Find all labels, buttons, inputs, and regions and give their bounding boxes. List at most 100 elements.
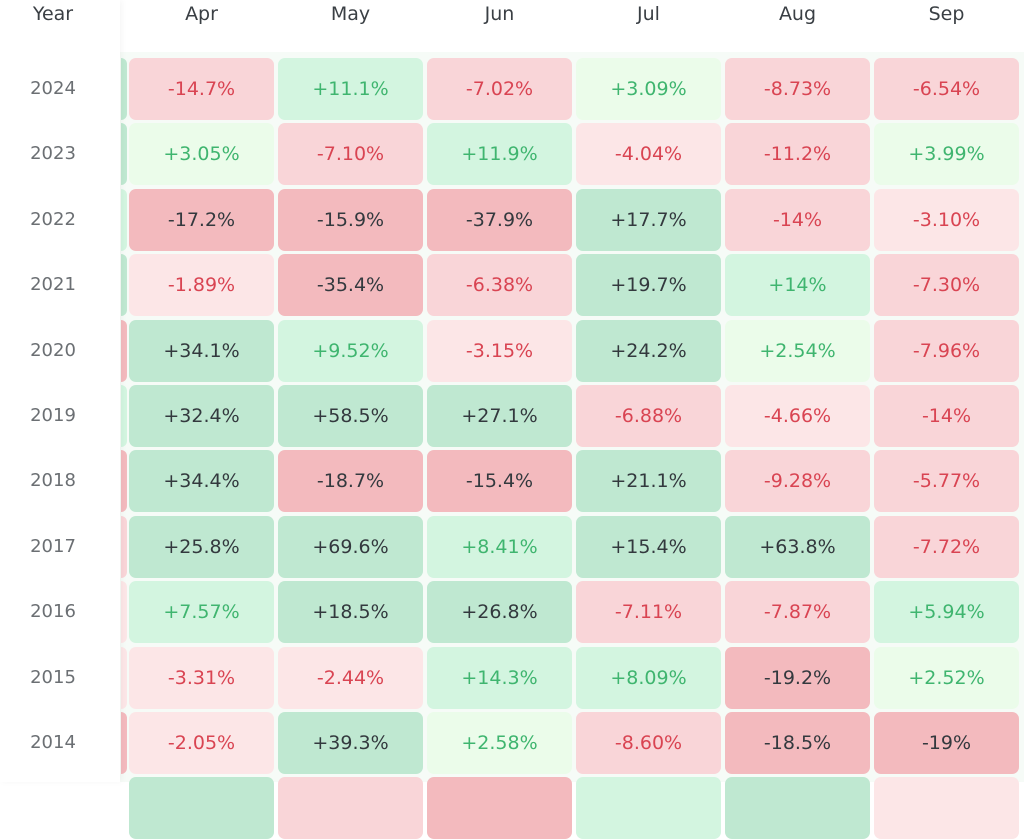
heatmap-cell: +8.09% (576, 646, 721, 709)
column-header-may: May (330, 3, 371, 25)
year-label: 2020 (30, 339, 76, 361)
heatmap-cell: +2.52% (874, 646, 1019, 709)
heatmap-cell: +5.94% (874, 581, 1019, 644)
column-header-jun: Jun (484, 3, 515, 25)
heatmap-cell: +58.5% (278, 385, 423, 447)
heatmap-cell: -6.38% (427, 254, 572, 317)
heatmap-cell-partial (129, 777, 274, 839)
heatmap-cell: +18.5% (278, 581, 423, 644)
heatmap-cell: -6.88% (576, 385, 721, 447)
heatmap-cell: +32.4% (129, 385, 274, 447)
previous-column-cell (121, 515, 127, 578)
heatmap-cell: +11.9% (427, 123, 572, 186)
year-label: 2015 (30, 666, 76, 688)
year-label: 2022 (30, 208, 76, 230)
heatmap-cell: -14% (725, 188, 870, 251)
year-label: 2023 (30, 143, 76, 165)
heatmap-cell: -37.9% (427, 188, 572, 251)
heatmap-cell-partial (427, 777, 572, 839)
heatmap-cell: +3.05% (129, 123, 274, 186)
heatmap-cell: -2.44% (278, 646, 423, 709)
heatmap-cell: -9.28% (725, 450, 870, 513)
heatmap-cell: -19.2% (725, 646, 870, 709)
heatmap-cell: -14% (874, 385, 1019, 447)
column-header-jul: Jul (637, 3, 660, 25)
heatmap-cell: -11.2% (725, 123, 870, 186)
year-label: 2018 (30, 470, 76, 492)
year-label: 2024 (30, 78, 76, 99)
heatmap-cell: -15.4% (427, 450, 572, 513)
heatmap-cell: +14.3% (427, 646, 572, 709)
column-header-sep: Sep (928, 3, 965, 25)
previous-column-cell (121, 123, 127, 186)
heatmap-cell: +15.4% (576, 515, 721, 578)
previous-column-cell (121, 385, 127, 447)
heatmap-cell: -35.4% (278, 254, 423, 317)
heatmap-cell: -18.5% (725, 712, 870, 774)
heatmap-cell: -7.87% (725, 581, 870, 644)
heatmap-cell: -7.30% (874, 254, 1019, 317)
previous-column-cell (121, 712, 127, 774)
heatmap-cell: +7.57% (129, 581, 274, 644)
heatmap-cell: -3.15% (427, 319, 572, 382)
heatmap-cell: +2.58% (427, 712, 572, 774)
heatmap-cell: -7.02% (427, 58, 572, 120)
year-label: 2014 (30, 732, 76, 753)
heatmap-cell: +2.54% (725, 319, 870, 382)
heatmap-cell: -1.89% (129, 254, 274, 317)
year-label: 2016 (30, 601, 76, 623)
year-label: 2017 (30, 535, 76, 557)
column-header-apr: Apr (185, 3, 218, 25)
heatmap-cell: +24.2% (576, 319, 721, 382)
heatmap-cell: -19% (874, 712, 1019, 774)
heatmap-cell: -5.77% (874, 450, 1019, 513)
heatmap-cell: +17.7% (576, 188, 721, 251)
heatmap-cell: -2.05% (129, 712, 274, 774)
previous-column-cell (121, 581, 127, 644)
heatmap-cell-partial (874, 777, 1019, 839)
previous-column-cell (121, 450, 127, 513)
heatmap-cell: -7.10% (278, 123, 423, 186)
heatmap-cell: -14.7% (129, 58, 274, 120)
heatmap-cell: -8.60% (576, 712, 721, 774)
heatmap-cell: +21.1% (576, 450, 721, 513)
heatmap-cell: -4.04% (576, 123, 721, 186)
heatmap-cell-partial (725, 777, 870, 839)
previous-column-cell (121, 254, 127, 317)
heatmap-cell: +34.1% (129, 319, 274, 382)
heatmap-cell: +14% (725, 254, 870, 317)
year-column: Year 2024 2023 2022 2021 2020 2019 2018 2017 201… (0, 0, 120, 782)
year-label: 2021 (30, 274, 76, 296)
heatmap-cell: -15.9% (278, 188, 423, 251)
heatmap-cell: -18.7% (278, 450, 423, 513)
heatmap-cell: -6.54% (874, 58, 1019, 120)
previous-column-cell (121, 319, 127, 382)
heatmap-cell: +34.4% (129, 450, 274, 513)
heatmap-cell: +8.41% (427, 515, 572, 578)
heatmap-cell: +9.52% (278, 319, 423, 382)
heatmap-cell: +26.8% (427, 581, 572, 644)
heatmap-cell: -7.11% (576, 581, 721, 644)
previous-column-cell (121, 58, 127, 120)
heatmap-cell: +3.99% (874, 123, 1019, 186)
heatmap-cell: -3.10% (874, 188, 1019, 251)
heatmap-cell-partial (278, 777, 423, 839)
heatmap-cell: -3.31% (129, 646, 274, 709)
heatmap-cell: +19.7% (576, 254, 721, 317)
column-header-aug: Aug (778, 3, 817, 25)
year-label: 2019 (30, 405, 76, 426)
heatmap-cell: -4.66% (725, 385, 870, 447)
year-header: Year (32, 3, 74, 25)
heatmap-cell: -7.72% (874, 515, 1019, 578)
heatmap-cell: -7.96% (874, 319, 1019, 382)
heatmap-cell: -17.2% (129, 188, 274, 251)
heatmap-cell: +27.1% (427, 385, 572, 447)
heatmap-cell: +69.6% (278, 515, 423, 578)
previous-column-cell (121, 188, 127, 251)
previous-column-cell (121, 646, 127, 709)
heatmap-cell: +25.8% (129, 515, 274, 578)
heatmap-cell-partial (576, 777, 721, 839)
heatmap-cell: +39.3% (278, 712, 423, 774)
heatmap-cell: +3.09% (576, 58, 721, 120)
heatmap-cell: -8.73% (725, 58, 870, 120)
